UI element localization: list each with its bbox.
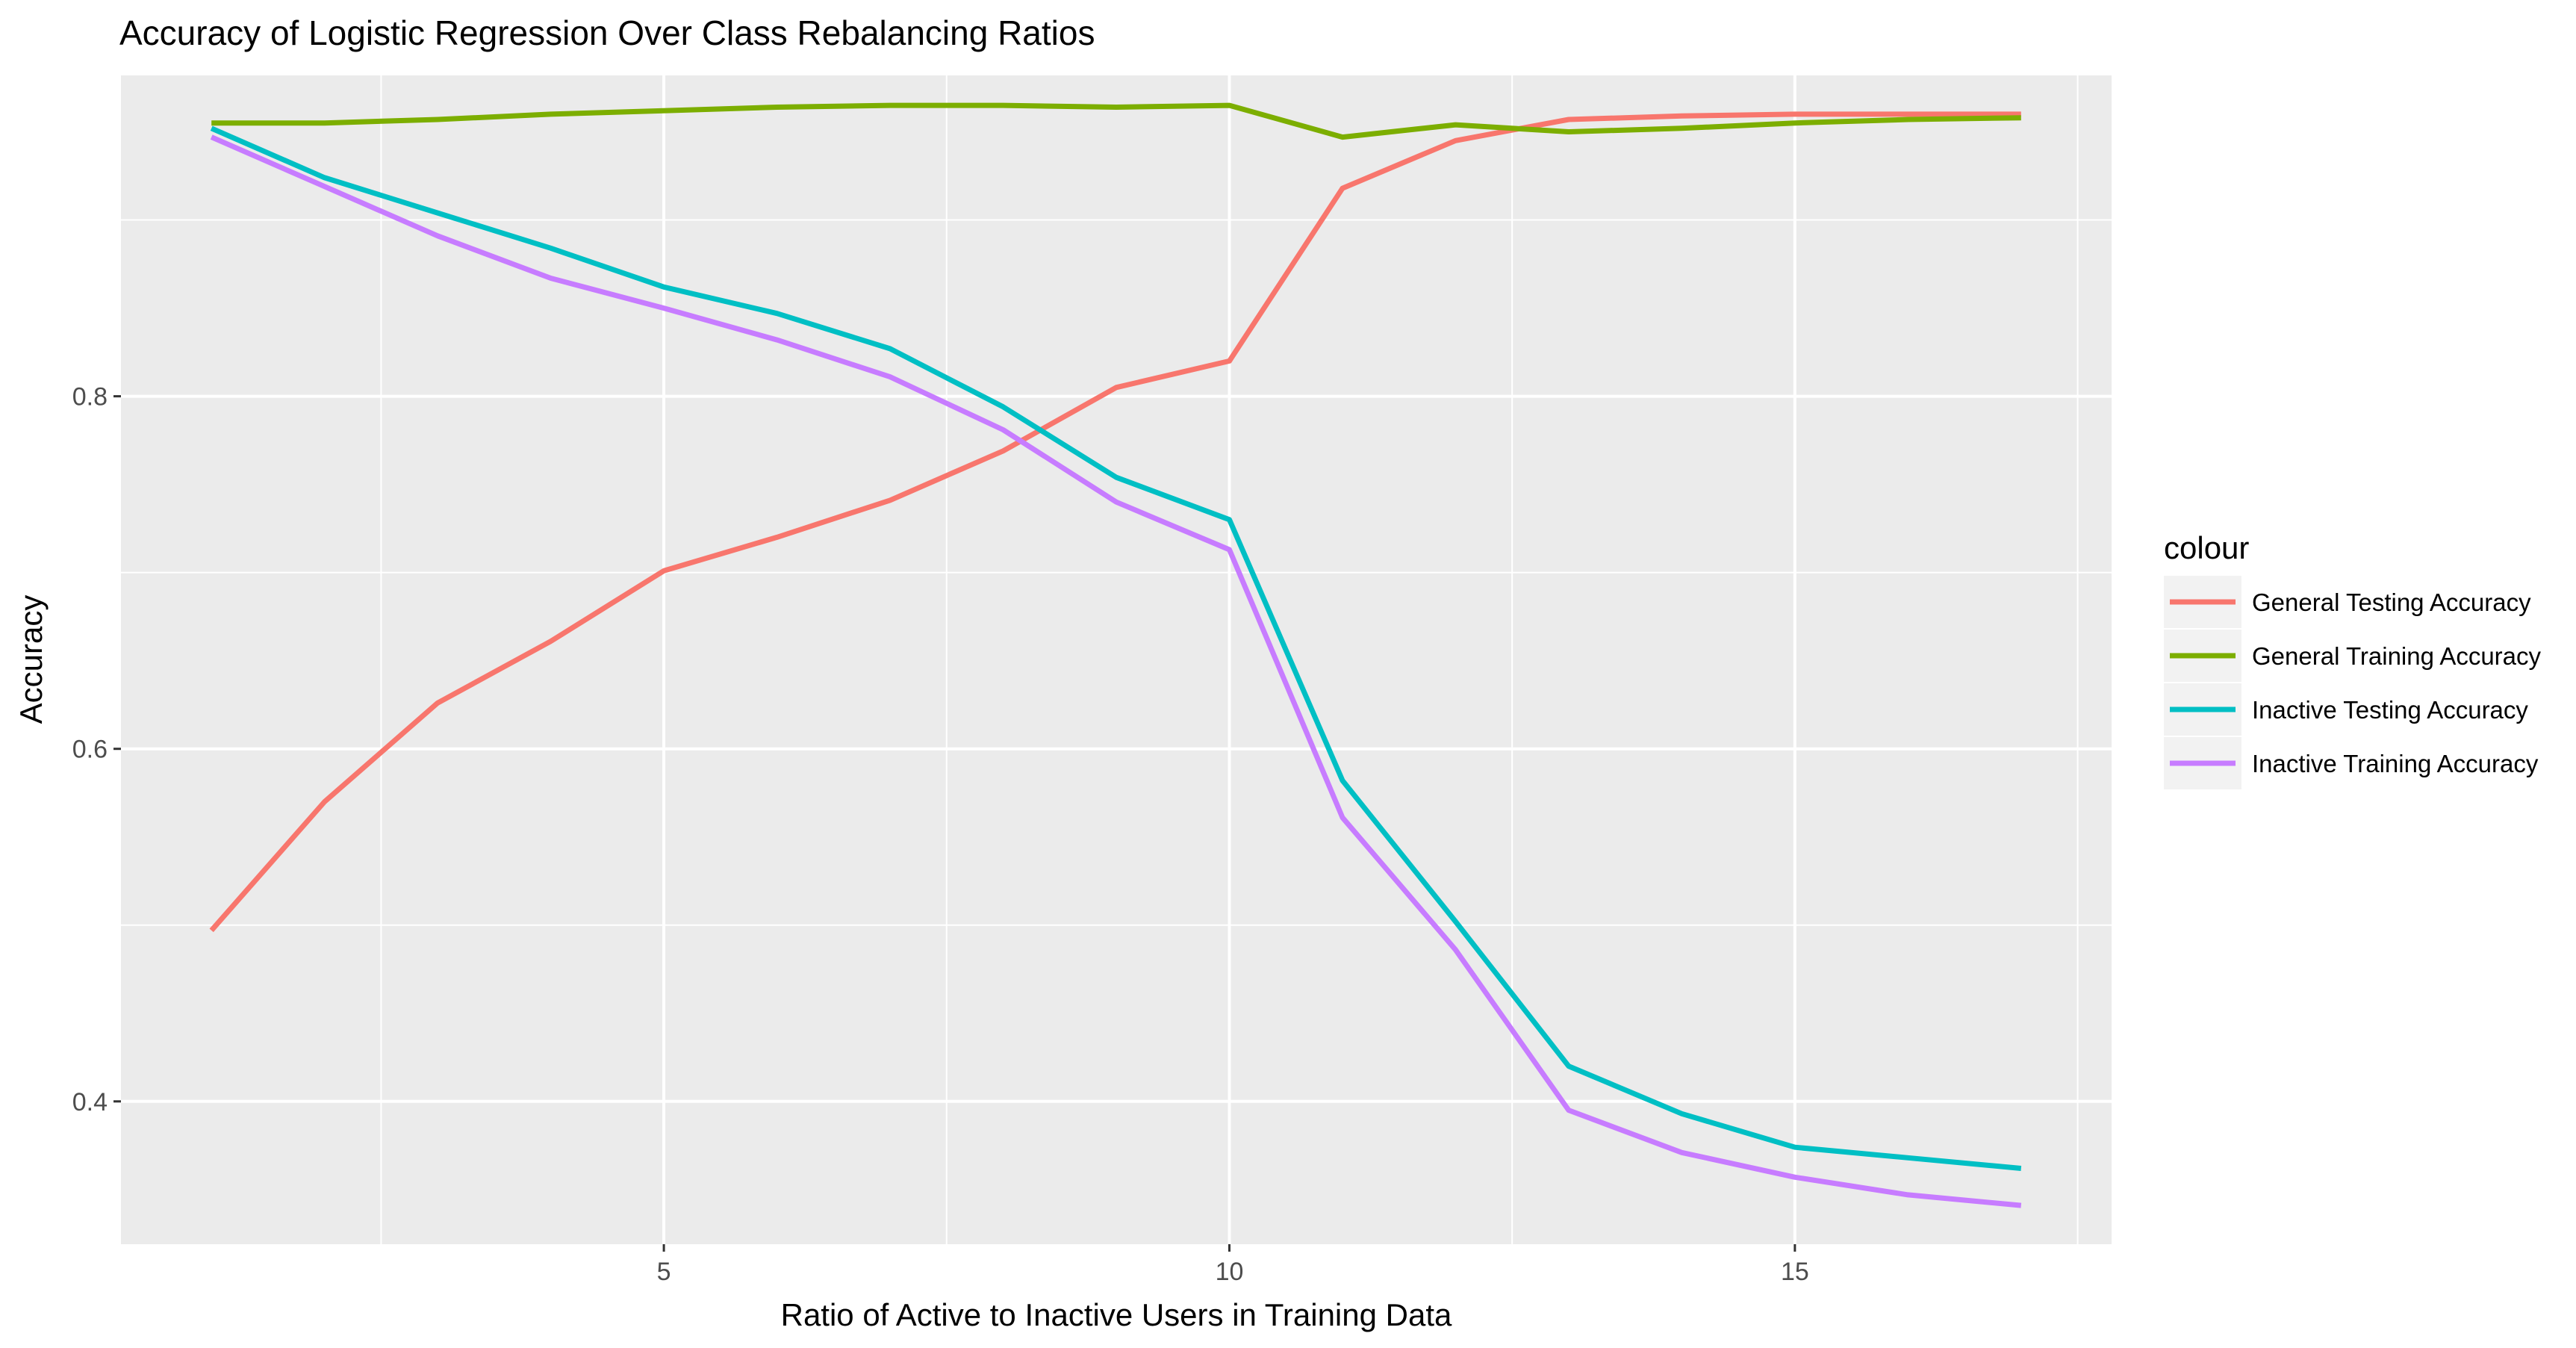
legend-title: colour [2164,530,2249,565]
legend-label: Inactive Training Accuracy [2252,750,2539,777]
x-tick-label: 10 [1216,1258,1244,1286]
series-lines [209,102,2022,1208]
y-axis-label: Accuracy [13,595,49,724]
series-line [210,125,2022,1171]
y-tick-label: 0.8 [72,383,108,411]
x-tick-label: 15 [1781,1258,1809,1286]
x-axis: 5 10 15 [657,1244,1809,1286]
legend-label: Inactive Testing Accuracy [2252,696,2528,724]
y-tick-label: 0.6 [72,736,108,764]
major-gridlines [121,75,2112,1244]
series-line [209,111,2021,933]
x-tick-label: 5 [657,1258,671,1286]
plot-panel [121,75,2112,1244]
y-axis: 0.4 0.6 0.8 [72,383,121,1116]
y-tick-label: 0.4 [72,1088,108,1116]
series-line [211,102,2021,140]
chart-title: Accuracy of Logistic Regression Over Cla… [119,13,1095,52]
minor-gridlines [121,75,2112,1244]
legend-label: General Testing Accuracy [2252,588,2531,616]
x-axis-label: Ratio of Active to Inactive Users in Tra… [781,1297,1452,1332]
series-line [210,134,2022,1208]
legend: colour General Testing Accuracy General T… [2164,530,2542,789]
legend-label: General Training Accuracy [2252,642,2542,670]
